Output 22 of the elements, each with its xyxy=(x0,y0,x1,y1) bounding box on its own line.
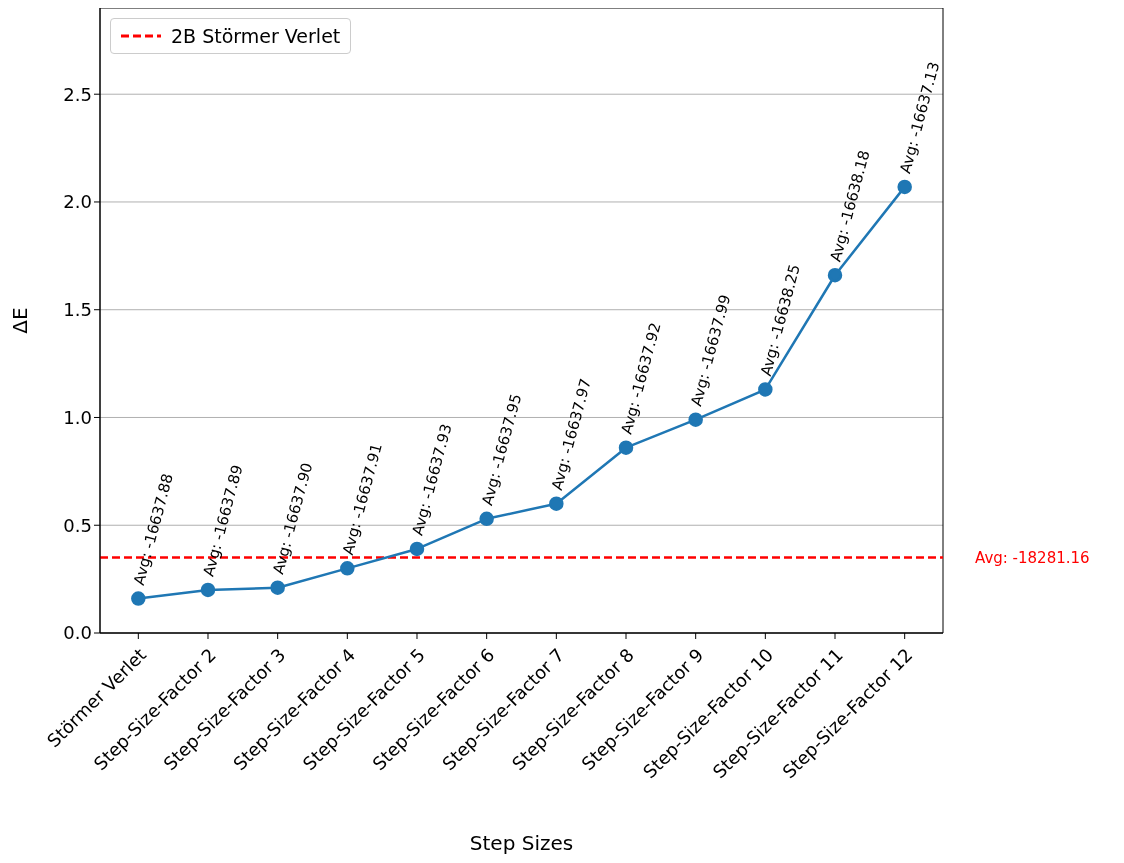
point xyxy=(549,496,564,511)
y-tick-label: 1.5 xyxy=(63,299,92,321)
y-tick-label: 1.0 xyxy=(63,406,92,428)
point xyxy=(618,440,634,455)
y-axis-title: ΔE xyxy=(8,307,33,334)
point xyxy=(340,561,355,576)
point xyxy=(827,267,843,283)
point xyxy=(270,580,285,595)
y-tick-label: 2.5 xyxy=(63,83,92,105)
x-axis-title: Step Sizes xyxy=(469,831,574,855)
point xyxy=(897,179,912,195)
y-tick-label: 0.5 xyxy=(63,514,92,536)
y-tick-label: 2.0 xyxy=(63,191,92,213)
text: Avg: -18281.16 xyxy=(975,548,1090,567)
y-tick-label: 0.0 xyxy=(63,622,92,644)
point xyxy=(479,511,494,527)
point xyxy=(200,582,216,598)
point xyxy=(688,412,703,427)
point xyxy=(758,382,773,397)
point xyxy=(409,541,425,557)
legend-label: 2B Störmer Verlet xyxy=(171,25,341,47)
point xyxy=(131,591,146,606)
